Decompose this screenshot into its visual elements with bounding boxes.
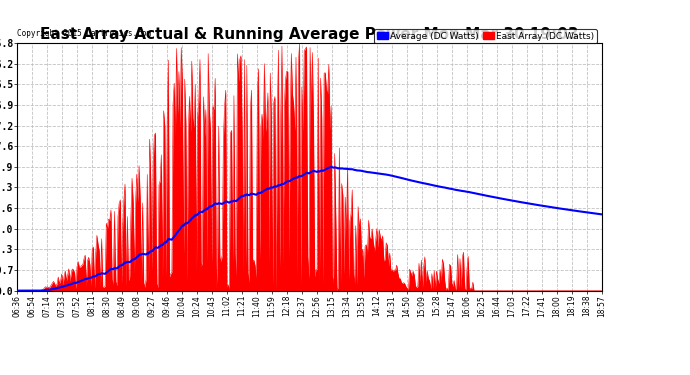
Legend: Average (DC Watts), East Array (DC Watts): Average (DC Watts), East Array (DC Watts… (374, 29, 597, 44)
Text: Copyright 2015 Cartronics.com: Copyright 2015 Cartronics.com (17, 29, 151, 38)
Title: East Array Actual & Running Average Power Mon Mar 30 19:03: East Array Actual & Running Average Powe… (40, 27, 579, 42)
